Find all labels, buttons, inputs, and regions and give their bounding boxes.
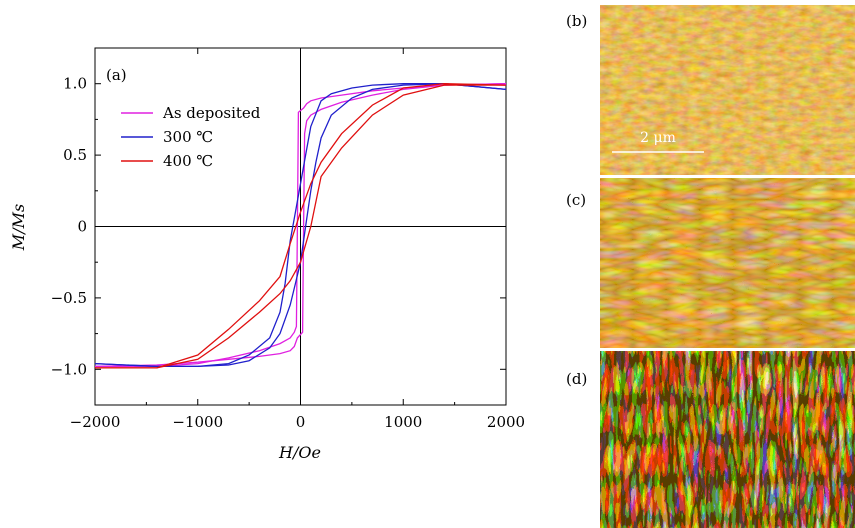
legend: As deposited 300 ℃ 400 ℃: [121, 104, 261, 170]
y-tick-label: −1.0: [51, 360, 87, 378]
x-tick-label: −1000: [172, 413, 223, 431]
y-axis-title: M/Ms: [9, 204, 28, 251]
series-line-2-branch-0: [95, 84, 506, 369]
y-tick-label: −0.5: [51, 289, 87, 307]
y-tick-label: 0.5: [63, 146, 87, 164]
x-tick-label: 0: [296, 413, 306, 431]
panel-label-b: (b): [566, 12, 587, 30]
x-tick-label: −2000: [70, 413, 121, 431]
x-tick-label: 1000: [384, 413, 422, 431]
series-line-1-branch-0: [94, 83, 507, 368]
afm-image-c: [600, 178, 855, 348]
series-line-1-branch-1: [94, 83, 507, 368]
scale-bar-label: 2 μm: [640, 130, 676, 146]
y-tick-label: 1.0: [63, 75, 87, 93]
hysteresis-plot: −2000 −1000 0 1000 2000 −1.0 −0.5 0 0.5 1.0 (a) A…: [51, 47, 525, 431]
series-line-0-branch-0: [94, 83, 507, 368]
legend-entry: As deposited: [162, 104, 261, 122]
panel-label-c: (c): [566, 191, 586, 209]
legend-entry: 400 ℃: [163, 152, 213, 170]
series-line-2-branch-1: [95, 83, 507, 369]
afm-panel-d: (d): [566, 351, 855, 528]
afm-panel-b: (b) 2 μm: [566, 5, 855, 175]
legend-entry: 300 ℃: [163, 128, 213, 146]
afm-panel-c: (c): [566, 178, 855, 348]
afm-image-d: [600, 351, 855, 528]
panel-label-d: (d): [566, 370, 587, 388]
axis-ticks: −2000 −1000 0 1000 2000 −1.0 −0.5 0 0.5 1.0: [51, 48, 525, 431]
panel-label-a: (a): [106, 66, 127, 84]
x-axis-title: H/Oe: [278, 443, 321, 462]
zero-axis-lines: [95, 48, 506, 405]
series-curves: [94, 83, 507, 369]
x-tick-label: 2000: [487, 413, 525, 431]
y-tick-label: 0: [77, 218, 87, 236]
afm-image-b: [600, 5, 855, 175]
